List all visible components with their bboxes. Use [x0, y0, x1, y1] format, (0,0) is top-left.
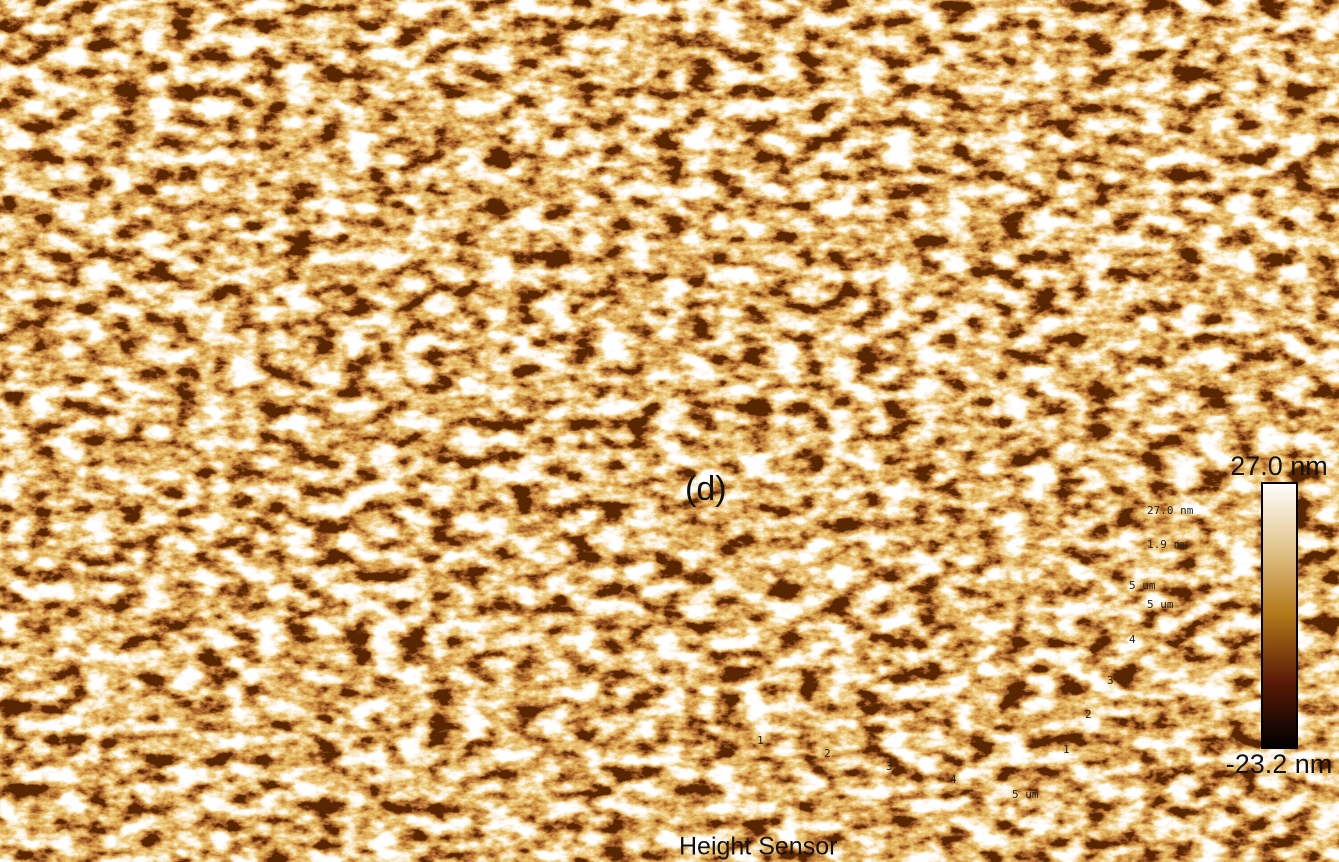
z-axis-label: 14.6 nm — [470, 51, 517, 64]
height-surface — [19, 31, 456, 297]
x-tick-label: 4 — [950, 320, 957, 333]
panel: (c) 21.4 nm 0.3 nm 5 um 1 2 3 4 5 um 1 2 3 4 5 um 21.4… — [2, 451, 648, 860]
panel-label: (b) — [685, 17, 727, 55]
z-axis-label: 0.5 nm — [470, 85, 510, 98]
y-tick-label: 2 — [1085, 708, 1092, 721]
y-tick-label: 5 um — [1147, 145, 1174, 158]
z-axis-label: 5 um — [452, 579, 479, 592]
z-axis-label: 1.9 nm — [1147, 538, 1187, 551]
colorbar-min: -20.9 nm — [542, 749, 649, 779]
colorbar — [1261, 29, 1298, 296]
base-axes — [19, 147, 459, 331]
z-axis-label: 5 um — [452, 126, 479, 139]
x-tick-label: 3 — [209, 307, 216, 320]
base-axes — [696, 147, 1136, 331]
y-tick-label: 4 — [1129, 633, 1136, 646]
panel: (b) 17.3 nm -2.0 nm 5 um 1 2 3 4 5 um 1 2 3 4 5 um 17.… — [679, 0, 1332, 408]
y-tick-label: 1 — [386, 743, 393, 756]
x-tick-label: 1 — [80, 734, 87, 747]
x-tick-label: 5 um — [335, 335, 362, 348]
x-tick-label: 4 — [950, 773, 957, 786]
x-tick-label: 1 — [80, 281, 87, 294]
x-tick-label: 3 — [886, 307, 893, 320]
y-tick-label: 4 — [452, 633, 459, 646]
z-axis-label: 5 um — [1129, 579, 1156, 592]
z-axis-label: 5 um — [1129, 126, 1156, 139]
colorbar — [577, 482, 614, 749]
caption: Height Sensor — [679, 380, 837, 408]
y-tick-label: 3 — [430, 221, 437, 234]
base-axes — [696, 600, 1136, 784]
y-tick-label: 2 — [1085, 255, 1092, 268]
x-tick-label: 2 — [824, 747, 831, 760]
y-tick-label: 4 — [1129, 180, 1136, 193]
colorbar-max: 17.3 nm — [1230, 0, 1328, 28]
caption: Height Sensor — [679, 833, 837, 861]
colorbar-max: 27.0 nm — [1230, 451, 1328, 481]
colorbar-min: -13.5 nm — [542, 296, 649, 326]
panel: (a) 14.6 nm 0.5 nm 5 um 1 2 3 4 5 um 1 2 3 4 5 um 14.6… — [2, 0, 648, 408]
x-tick-label: 3 — [886, 760, 893, 773]
x-tick-label: 1 — [757, 281, 764, 294]
y-tick-label: 2 — [408, 255, 415, 268]
x-tick-label: 3 — [209, 760, 216, 773]
z-axis-label: 0.3 nm — [470, 538, 510, 551]
y-tick-label: 5 um — [470, 598, 497, 611]
panel-label: (d) — [685, 470, 727, 508]
x-tick-label: 5 um — [1012, 788, 1039, 801]
colorbar-min: -21.3 nm — [1226, 296, 1333, 326]
y-tick-label: 2 — [408, 708, 415, 721]
x-tick-label: 4 — [273, 773, 280, 786]
panel: (d) 27.0 nm 1.9 nm 5 um 1 2 3 4 5 um 1 2 3 4 5 um 27.0… — [679, 451, 1332, 860]
y-tick-label: 3 — [430, 674, 437, 687]
colorbar-max: 14.6 nm — [546, 0, 644, 28]
y-tick-label: 5 um — [470, 145, 497, 158]
caption: Height Sensor — [2, 833, 160, 861]
z-axis-label: 27.0 nm — [1147, 504, 1194, 517]
y-tick-label: 3 — [1107, 674, 1114, 687]
y-tick-label: 4 — [452, 180, 459, 193]
x-tick-label: 4 — [273, 320, 280, 333]
z-axis-label: 21.4 nm — [470, 504, 517, 517]
caption: Height Sensor — [2, 380, 160, 408]
x-tick-label: 2 — [824, 294, 831, 307]
x-tick-label: 5 um — [335, 788, 362, 801]
colorbar — [577, 29, 614, 296]
colorbar-min: -23.2 nm — [1226, 749, 1333, 779]
z-axis-label: 17.3 nm — [1147, 51, 1194, 64]
panel-label: (a) — [8, 17, 50, 55]
colorbar-max: 21.4 nm — [546, 451, 644, 481]
colorbar — [1261, 482, 1298, 749]
z-axis-label: -2.0 nm — [1147, 85, 1194, 98]
y-tick-label: 3 — [1107, 221, 1114, 234]
x-tick-label: 1 — [757, 734, 764, 747]
y-tick-label: 1 — [1063, 290, 1070, 303]
height-surface — [24, 479, 456, 736]
y-tick-label: 1 — [1063, 743, 1070, 756]
height-surface — [711, 504, 1136, 741]
height-surface — [709, 24, 1136, 281]
x-tick-label: 5 um — [1012, 335, 1039, 348]
base-axes — [19, 600, 459, 784]
y-tick-label: 5 um — [1147, 598, 1174, 611]
panel-label: (c) — [8, 470, 48, 508]
x-tick-label: 2 — [147, 747, 154, 760]
x-tick-label: 2 — [147, 294, 154, 307]
y-tick-label: 1 — [386, 290, 393, 303]
